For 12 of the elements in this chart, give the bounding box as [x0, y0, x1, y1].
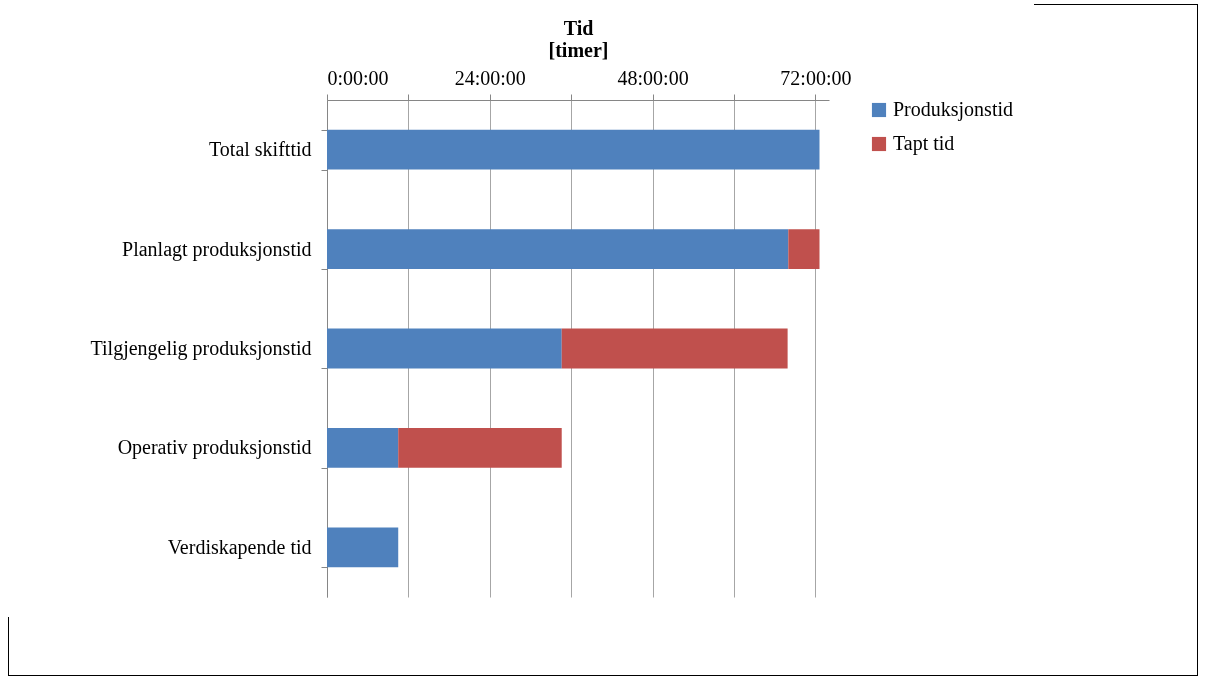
y-tick-label: Planlagt produksjonstid: [122, 237, 312, 261]
y-tick-label: Tilgjengelig produksjonstid: [90, 337, 312, 360]
x-tick-label: 24:00:00: [454, 66, 526, 89]
x-axis-title: Tid [timer]: [548, 16, 609, 61]
x-tick-label: 0:00:00: [327, 66, 389, 89]
x-tick-label: 72:00:00: [780, 66, 852, 89]
y-tick-label: Verdiskapende tid: [167, 535, 312, 559]
y-tick-label: Operativ produksjonstid: [117, 436, 312, 460]
legend-label: Tapt tid: [893, 132, 955, 155]
legend-label: Produksjonstid: [893, 98, 1014, 121]
x-tick-label: 48:00:00: [617, 66, 689, 89]
y-tick-label: Total skifttid: [209, 138, 312, 161]
